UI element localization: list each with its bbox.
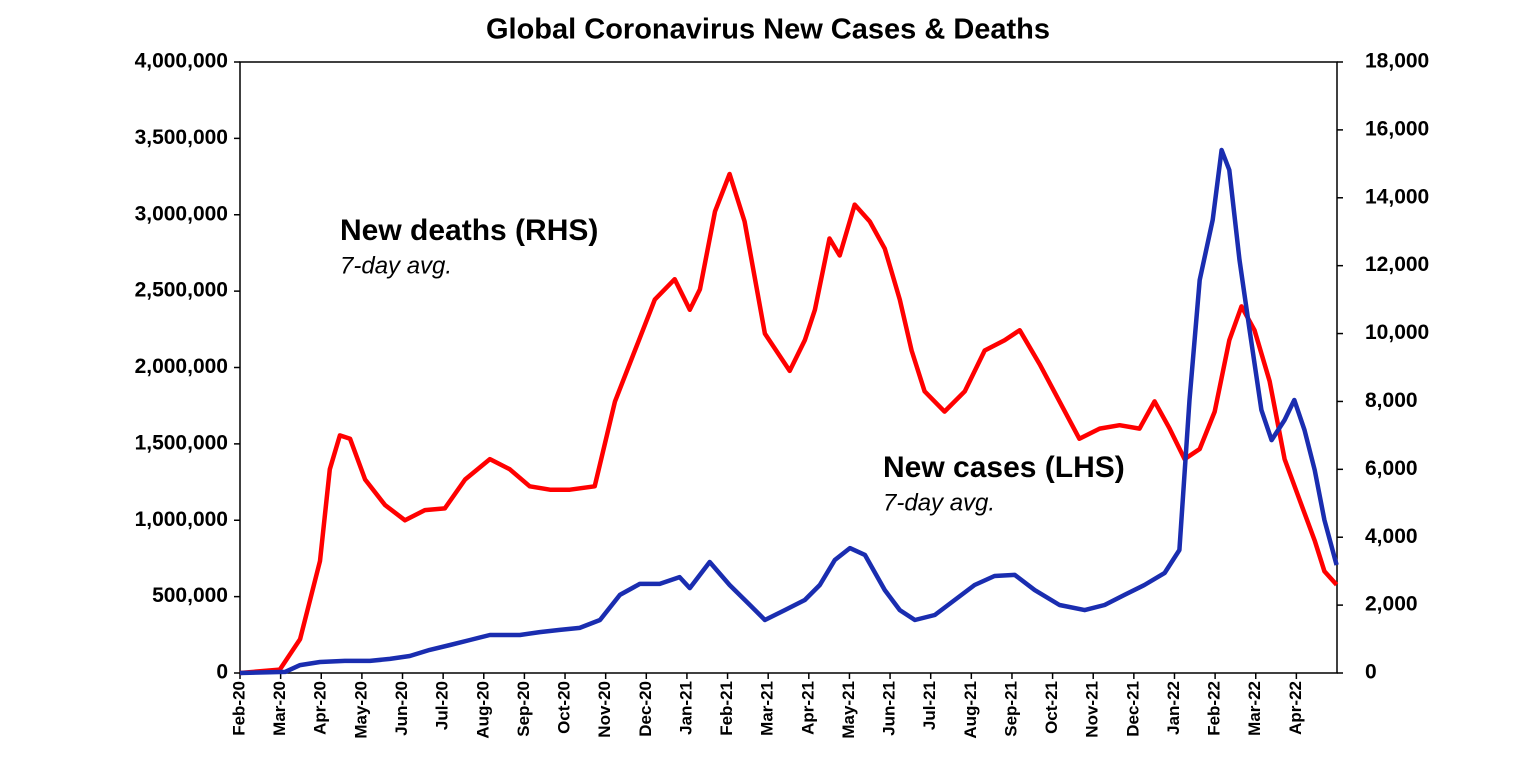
y-tick-label: 500,000 bbox=[152, 584, 228, 607]
series-line bbox=[239, 147, 1339, 676]
y2-tick-label: 8,000 bbox=[1365, 389, 1418, 412]
x-tick-label: Feb-22 bbox=[1205, 681, 1224, 736]
y2-tick-label: 18,000 bbox=[1365, 50, 1429, 73]
x-tick-label: Apr-22 bbox=[1286, 681, 1305, 735]
y2-tick-label: 2,000 bbox=[1365, 593, 1418, 616]
x-tick-label: Mar-22 bbox=[1245, 681, 1264, 736]
x-tick-label: Jan-22 bbox=[1164, 681, 1183, 735]
chart-title: Global Coronavirus New Cases & Deaths bbox=[486, 14, 1050, 46]
x-tick-label: Oct-20 bbox=[555, 681, 574, 734]
y-tick-label: 3,500,000 bbox=[135, 126, 228, 149]
y2-tick-label: 6,000 bbox=[1365, 457, 1418, 480]
x-tick-label: Jul-20 bbox=[433, 681, 452, 730]
x-tick-label: Dec-20 bbox=[636, 681, 655, 737]
x-tick-label: Nov-20 bbox=[595, 681, 614, 738]
x-tick-label: Jul-21 bbox=[920, 681, 939, 730]
y2-tick-label: 14,000 bbox=[1365, 185, 1429, 208]
y2-tick-label: 12,000 bbox=[1365, 253, 1429, 276]
x-tick-label: Dec-21 bbox=[1123, 681, 1142, 737]
y-tick-label: 3,000,000 bbox=[135, 202, 228, 225]
y-tick-label: 1,500,000 bbox=[135, 431, 228, 454]
x-tick-label: May-20 bbox=[351, 681, 370, 739]
x-tick-label: Feb-21 bbox=[717, 681, 736, 736]
legend-sublabel: 7-day avg. bbox=[883, 489, 995, 516]
x-tick-label: Jun-21 bbox=[880, 681, 899, 736]
x-tick-label: Aug-21 bbox=[961, 681, 980, 739]
y2-tick-label: 16,000 bbox=[1365, 117, 1429, 140]
series-line bbox=[239, 171, 1339, 676]
x-tick-label: Apr-20 bbox=[311, 681, 330, 735]
x-tick-label: Jun-20 bbox=[392, 681, 411, 736]
y2-tick-label: 0 bbox=[1365, 661, 1377, 684]
x-tick-label: Sep-21 bbox=[1001, 681, 1020, 737]
x-tick-label: Mar-21 bbox=[758, 681, 777, 736]
x-tick-label: Jan-21 bbox=[676, 681, 695, 735]
x-tick-label: Oct-21 bbox=[1042, 681, 1061, 734]
y-tick-label: 4,000,000 bbox=[135, 50, 228, 73]
y-tick-label: 1,000,000 bbox=[135, 508, 228, 531]
x-tick-label: Mar-20 bbox=[270, 681, 289, 736]
x-tick-label: Apr-21 bbox=[798, 681, 817, 735]
legend-label: New cases (LHS) bbox=[883, 451, 1125, 484]
y-tick-label: 2,000,000 bbox=[135, 355, 228, 378]
y-tick-label: 0 bbox=[216, 661, 228, 684]
legend-label: New deaths (RHS) bbox=[340, 214, 598, 247]
y2-tick-label: 4,000 bbox=[1365, 525, 1418, 548]
x-tick-label: Sep-20 bbox=[514, 681, 533, 737]
legend-sublabel: 7-day avg. bbox=[340, 252, 452, 279]
y2-tick-label: 10,000 bbox=[1365, 321, 1429, 344]
y-tick-label: 2,500,000 bbox=[135, 279, 228, 302]
x-tick-label: Aug-20 bbox=[473, 681, 492, 739]
x-tick-label: May-21 bbox=[839, 681, 858, 739]
x-tick-label: Nov-21 bbox=[1083, 681, 1102, 738]
x-tick-label: Feb-20 bbox=[229, 681, 248, 736]
